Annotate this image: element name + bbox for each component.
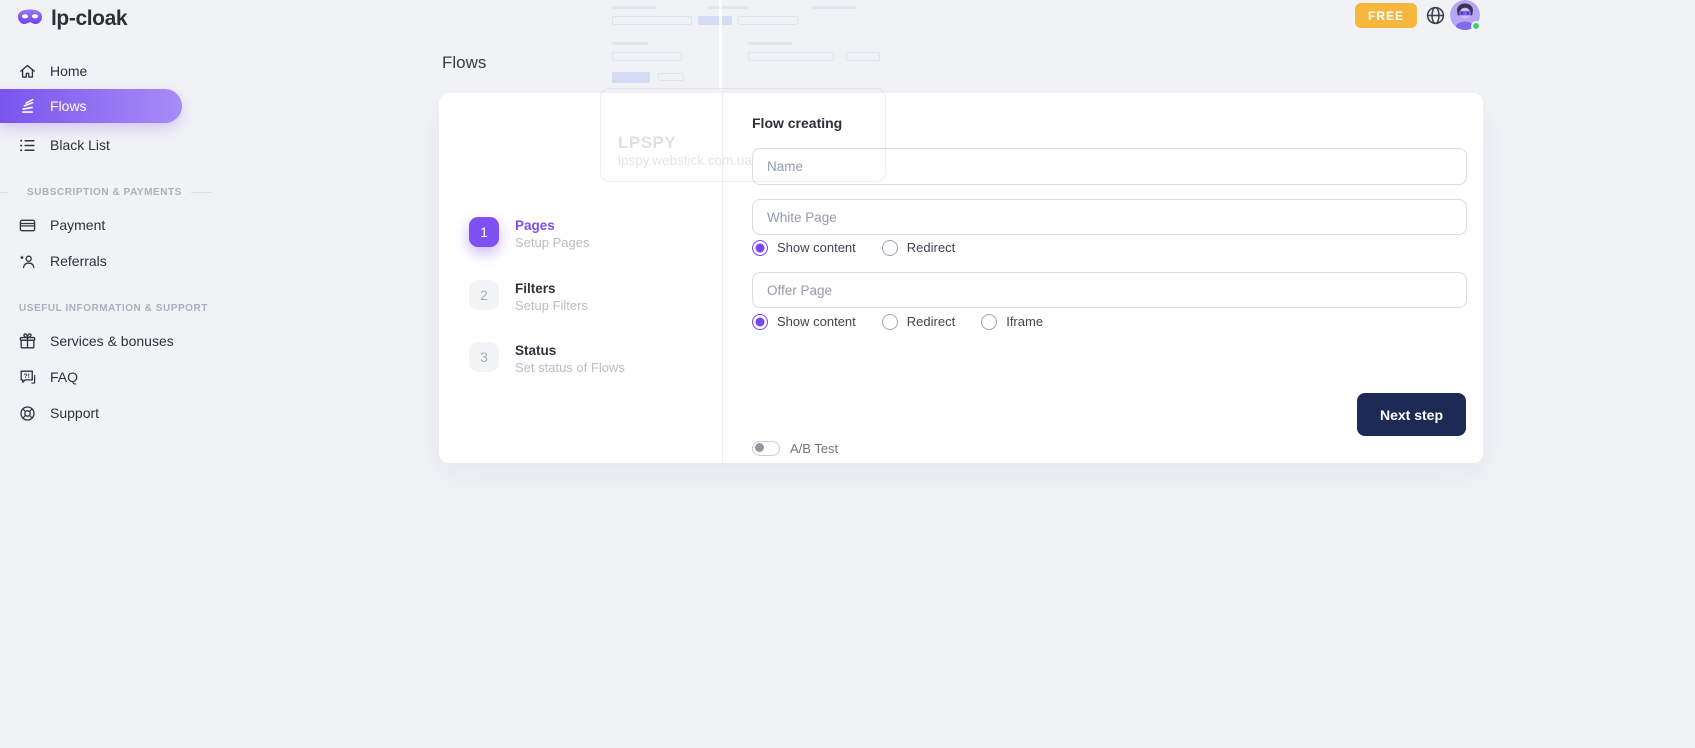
radio-selected-icon[interactable] [752,239,768,256]
toggle-knob [755,443,764,452]
sidebar-item-label: Black List [50,137,110,153]
flow-creation-card: 1 Pages Setup Pages 2 Filters Setup Filt… [439,93,1483,463]
black-list-icon [20,139,35,151]
sidebar-item-label: Services & bonuses [50,333,174,349]
sidebar-item-label: Support [50,405,100,421]
gift-icon [19,332,36,349]
offer-page-input[interactable] [752,272,1467,308]
flows-icon [21,98,34,113]
section-header-label: USEFUL INFORMATION & SUPPORT [19,302,208,314]
avatar-image [1450,0,1480,30]
sidebar-item-black-list[interactable]: Black List [0,128,182,162]
step-number-badge: 2 [469,280,499,310]
home-icon [20,64,35,78]
sidebar-item-support[interactable]: Support [0,396,182,430]
step-title: Filters [515,281,556,296]
name-input[interactable] [752,148,1467,185]
ab-test-row: A/B Test [752,439,838,457]
user-avatar[interactable] [1450,0,1481,31]
white-page-input[interactable] [752,199,1467,235]
svg-text:?!: ?! [24,372,30,379]
white-redirect-option[interactable]: Redirect [881,239,956,256]
card-divider [722,93,723,463]
radio-label: Show content [777,314,856,329]
sidebar-section-support: USEFUL INFORMATION & SUPPORT [0,302,212,314]
wizard-step-filters[interactable]: 2 Filters Setup Filters [469,280,588,313]
white-show-content-option[interactable]: Show content [752,239,856,256]
ab-test-label: A/B Test [790,440,839,456]
sidebar-item-flows[interactable]: Flows [0,89,182,123]
radio-unselected-icon[interactable] [981,313,998,330]
plan-badge[interactable]: FREE [1355,3,1417,28]
offer-redirect-option[interactable]: Redirect [881,313,956,330]
white-page-mode-radios: Show content Redirect [752,239,955,256]
radio-label: Redirect [906,314,956,329]
online-status-dot [1471,21,1481,31]
sidebar-item-label: Referrals [50,253,107,269]
radio-unselected-icon[interactable] [881,239,898,256]
payment-icon [19,219,36,231]
sidebar-item-services-bonuses[interactable]: Services & bonuses [0,324,182,358]
referrals-icon [19,254,35,268]
sidebar-item-payment[interactable]: Payment [0,208,182,242]
form-title: Flow creating [752,115,843,131]
radio-selected-icon[interactable] [752,313,768,330]
globe-icon [1426,6,1445,25]
mask-logo-icon [17,6,43,32]
step-subtitle: Setup Filters [515,298,588,313]
section-header-label: SUBSCRIPTION & PAYMENTS [27,186,182,198]
app-title: lp-cloak [51,7,128,30]
radio-label: Iframe [1006,314,1044,329]
offer-show-content-option[interactable]: Show content [752,313,856,330]
next-step-button[interactable]: Next step [1357,393,1466,436]
sidebar-section-subscription: SUBSCRIPTION & PAYMENTS [0,186,212,198]
step-subtitle: Set status of Flows [515,360,625,375]
step-title: Status [515,343,557,358]
language-globe-button[interactable] [1425,5,1446,26]
step-title: Pages [515,218,555,233]
faq-icon: ?! [20,369,36,384]
radio-label: Show content [777,240,856,255]
sidebar-item-label: Payment [50,217,106,233]
app-logo[interactable]: lp-cloak [17,6,128,32]
sidebar-item-faq[interactable]: ?! FAQ [0,360,182,394]
sidebar-item-label: Flows [50,98,87,114]
wizard-step-status[interactable]: 3 Status Set status of Flows [469,342,625,375]
ab-test-toggle[interactable] [752,440,780,456]
step-number-badge: 3 [469,342,499,372]
radio-label: Redirect [906,240,956,255]
sidebar-item-home[interactable]: Home [0,54,182,88]
wizard-step-pages[interactable]: 1 Pages Setup Pages [469,217,589,250]
sidebar: lp-cloak Home Flows Black List SUBSCRIPT… [0,0,215,748]
step-subtitle: Setup Pages [515,235,590,250]
page-title: Flows [442,53,487,72]
offer-iframe-option[interactable]: Iframe [981,313,1044,330]
offer-page-mode-radios: Show content Redirect Iframe [752,313,1043,330]
sidebar-item-referrals[interactable]: Referrals [0,244,182,278]
radio-unselected-icon[interactable] [881,313,898,330]
sidebar-item-label: Home [50,63,88,79]
sidebar-item-label: FAQ [50,369,79,385]
step-number-badge: 1 [469,217,499,247]
support-icon [20,405,35,421]
